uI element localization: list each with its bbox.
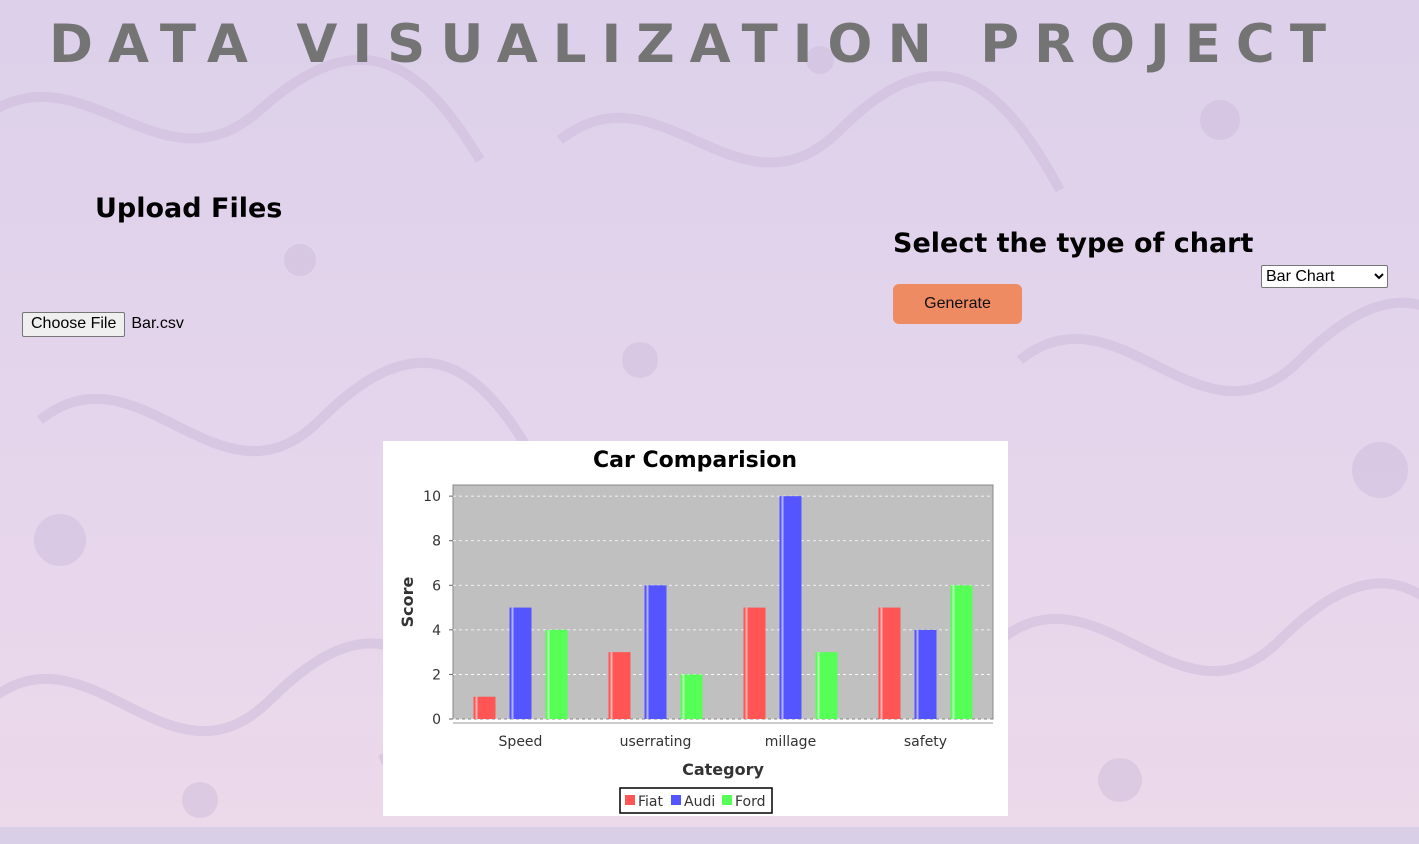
file-input[interactable]: Choose File Bar.csv: [22, 311, 184, 337]
y-tick-label: 10: [423, 489, 441, 505]
plot-area: [452, 484, 994, 720]
legend-label: Fiat: [638, 794, 664, 810]
x-tick-label: userrating: [620, 734, 692, 750]
legend-label: Audi: [684, 794, 715, 810]
bar-audi: [644, 585, 667, 719]
bar-highlight: [475, 696, 478, 719]
chart-image: Car Comparision 0 2 4 6 8 10 Speed userrating mil…: [383, 441, 1008, 816]
bar-chart: Car Comparision 0 2 4 6 8 10 Speed userrating mil…: [398, 448, 994, 814]
choose-file-button[interactable]: Choose File: [22, 311, 126, 337]
x-axis-label: Category: [682, 760, 764, 779]
y-tick-label: 8: [432, 534, 441, 550]
chart-type-select[interactable]: Bar Chart: [1261, 265, 1388, 288]
bar-fiat: [743, 607, 766, 719]
x-tick-label: Speed: [499, 734, 543, 750]
bottom-strip: [0, 827, 1419, 844]
bar-highlight: [547, 629, 550, 719]
generate-button[interactable]: Generate: [893, 284, 1022, 324]
y-axis-label: Score: [398, 576, 417, 627]
bar-highlight: [610, 652, 613, 719]
bar-audi: [779, 496, 802, 719]
legend-swatch-ford: [722, 795, 732, 805]
y-tick-label: 4: [432, 623, 441, 639]
upload-heading: Upload Files: [95, 193, 283, 224]
bar-highlight: [880, 607, 883, 719]
bar-highlight: [745, 607, 748, 719]
bar-highlight: [646, 585, 649, 719]
bar-fiat: [473, 696, 496, 719]
bar-ford: [950, 585, 973, 719]
legend-box: [619, 787, 773, 814]
x-tick-label: millage: [765, 734, 816, 750]
bar-highlight: [916, 629, 919, 719]
legend-label: Ford: [735, 794, 766, 810]
bar-ford: [680, 674, 703, 719]
page-title: DATA VISUALIZATION PROJECT: [49, 14, 1341, 75]
bar-audi: [914, 629, 937, 719]
chart-type-heading: Select the type of chart: [893, 228, 1254, 259]
y-tick-label: 2: [432, 667, 441, 683]
bar-highlight: [511, 607, 514, 719]
bar-fiat: [608, 652, 631, 719]
chart-title: Car Comparision: [593, 448, 797, 473]
legend-swatch-audi: [671, 795, 681, 805]
bar-ford: [545, 629, 568, 719]
selected-file-name: Bar.csv: [131, 315, 184, 332]
bar-fiat: [878, 607, 901, 719]
bar-ford: [815, 652, 838, 719]
bar-highlight: [682, 674, 685, 719]
legend-swatch-fiat: [625, 795, 635, 805]
bar-highlight: [781, 496, 784, 719]
bar-audi: [509, 607, 532, 719]
y-tick-label: 6: [432, 578, 441, 594]
x-tick-label: safety: [904, 734, 947, 750]
y-tick-label: 0: [432, 712, 441, 728]
bar-highlight: [817, 652, 820, 719]
bar-highlight: [952, 585, 955, 719]
